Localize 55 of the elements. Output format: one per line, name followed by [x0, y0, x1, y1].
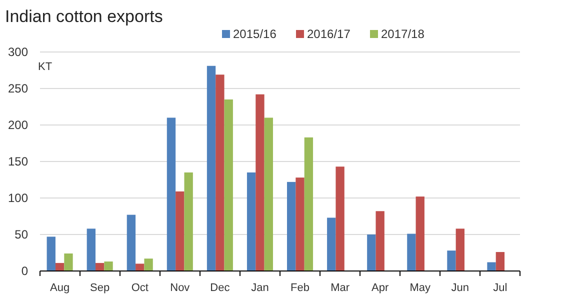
- bar: [264, 118, 273, 271]
- y-tick-label: 0: [21, 264, 28, 278]
- bar: [487, 262, 496, 271]
- x-tick-label: Feb: [290, 282, 310, 294]
- bar: [126, 214, 136, 271]
- bar: [287, 182, 296, 271]
- chart-title: Indian cotton exports: [5, 7, 163, 26]
- y-tick-label: 250: [8, 82, 28, 96]
- x-tick-label: Sep: [90, 282, 110, 294]
- bar: [496, 252, 505, 271]
- bar: [96, 262, 104, 271]
- bar: [166, 118, 176, 271]
- bar: [246, 172, 256, 271]
- bar: [216, 74, 224, 271]
- legend-label: 2016/17: [307, 27, 351, 41]
- x-tick-label: Oct: [131, 282, 148, 294]
- bar: [447, 250, 456, 271]
- bar: [376, 211, 384, 271]
- x-tick-label: Aug: [50, 282, 70, 294]
- bar: [176, 191, 184, 271]
- bar: [367, 234, 376, 271]
- bar: [55, 262, 64, 271]
- y-tick-label: 100: [8, 191, 28, 205]
- bar: [86, 228, 96, 271]
- x-tick-label: May: [410, 282, 432, 294]
- x-tick-label: Jan: [251, 282, 269, 294]
- bar: [64, 253, 73, 271]
- bar: [46, 236, 56, 271]
- bar: [296, 178, 304, 271]
- bar: [104, 262, 113, 271]
- x-tick-label: Jun: [451, 282, 470, 294]
- bar: [144, 258, 153, 271]
- bar: [456, 228, 464, 271]
- legend-label: 2017/18: [381, 27, 425, 41]
- bar: [336, 166, 344, 271]
- legend-label: 2015/16: [233, 27, 277, 41]
- bar: [304, 137, 314, 271]
- y-tick-label: 150: [8, 154, 28, 168]
- bar: [224, 99, 233, 271]
- bar: [327, 218, 336, 271]
- y-tick-label: 300: [8, 45, 28, 59]
- y-tick-label: 200: [8, 118, 28, 132]
- bar: [206, 66, 216, 271]
- x-tick-label: Nov: [170, 282, 190, 294]
- x-tick-label: Apr: [372, 282, 389, 294]
- x-tick-label: Mar: [330, 282, 350, 294]
- x-tick-label: Dec: [210, 282, 230, 294]
- bar: [407, 234, 416, 271]
- bar: [416, 196, 424, 271]
- y-axis-title: KT: [38, 61, 52, 73]
- y-tick-label: 50: [14, 228, 28, 242]
- bar: [184, 172, 193, 271]
- bar: [136, 264, 144, 271]
- bar: [256, 94, 264, 271]
- x-tick-label: Jul: [493, 282, 508, 294]
